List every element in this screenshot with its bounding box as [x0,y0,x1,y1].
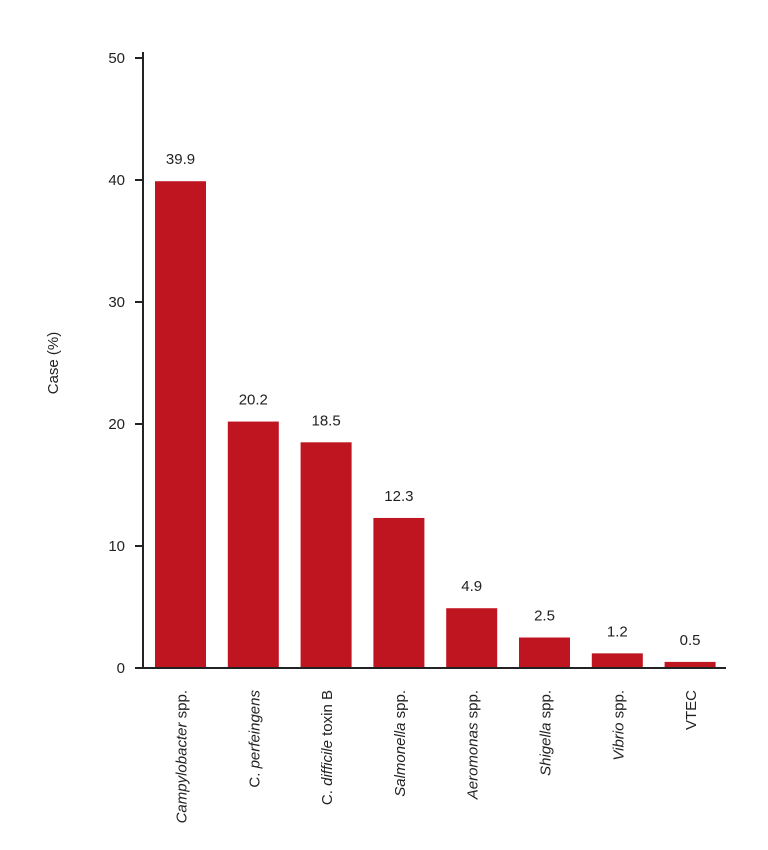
bar [446,608,498,668]
y-ticks-group: 0 10 20 30 40 50 [108,50,143,677]
bar [519,637,570,668]
data-label: 12.3 [384,488,413,505]
category-label: C. difficile toxin B [319,690,336,805]
bar [591,653,643,668]
y-axis-title: Case (%) [45,332,62,395]
bar [155,181,206,668]
data-label: 1.2 [607,623,628,640]
y-tick-label: 30 [108,294,125,311]
bar [300,442,352,668]
category-label: Salmonella spp. [392,690,409,797]
data-label: 18.5 [311,412,340,429]
category-label: Vibrio spp. [610,690,627,761]
x-axis: Campylobacter spp. C. perfeingens C. diffi… [142,667,726,824]
bar [664,661,716,668]
data-label: 0.5 [680,632,701,649]
value-labels-group: 39.9 20.2 18.5 12.3 4.9 2.5 1.2 0.5 [166,151,701,649]
bar [373,517,425,668]
y-tick-label: 0 [117,660,125,677]
bar [227,421,279,668]
y-tick-label: 40 [108,172,125,189]
data-label: 2.5 [534,608,555,625]
category-label: Aeromonas spp. [465,690,482,800]
category-label: VTEC [683,690,700,730]
bars-group [155,181,716,668]
category-label: Campylobacter spp. [174,690,191,823]
y-tick-label: 50 [108,50,125,67]
data-label: 39.9 [166,151,195,168]
data-label: 4.9 [461,578,482,595]
y-tick-label: 20 [108,416,125,433]
category-label: C. perfeingens [246,690,263,788]
data-label: 20.2 [239,392,268,409]
y-axis: 0 10 20 30 40 50 [108,50,144,677]
x-ticks-group: Campylobacter spp. C. perfeingens C. diffi… [174,690,701,824]
y-tick-label: 10 [108,538,125,555]
category-label: Shigella spp. [538,690,555,776]
